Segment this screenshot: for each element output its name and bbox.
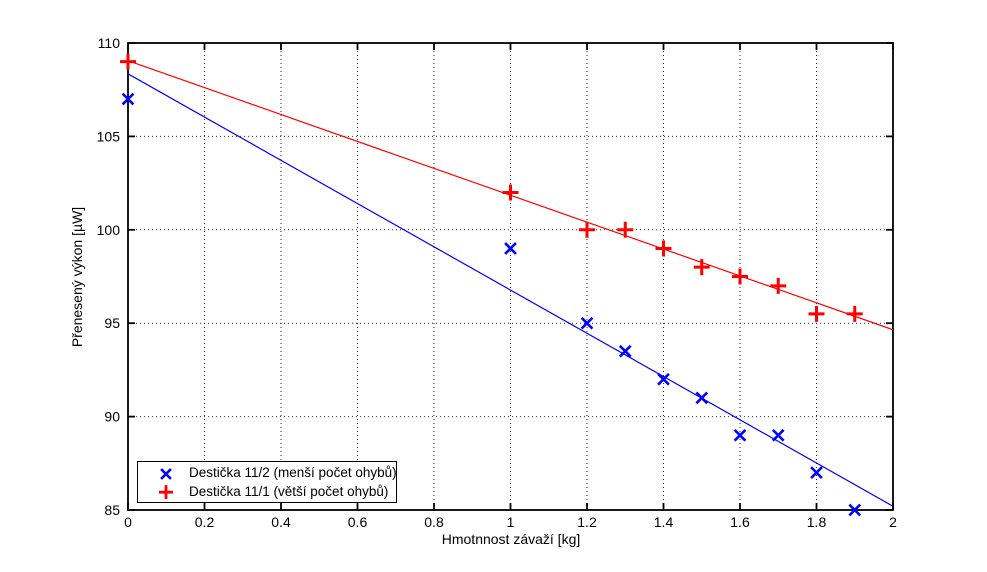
x-tick-label: 1.4: [654, 514, 674, 530]
x-marker-icon: [160, 467, 172, 480]
data-point-plus-marker: [502, 184, 519, 201]
legend: Destička 11/2 (menší počet ohybů) Destič…: [137, 461, 397, 503]
data-point-x-marker: [504, 242, 517, 255]
y-tick-label: 90: [104, 409, 120, 425]
x-tick-label: 0.2: [195, 514, 215, 530]
plus-marker-icon: [159, 484, 173, 499]
data-point-x-marker: [733, 428, 747, 442]
x-tick-label: 0.4: [271, 514, 291, 530]
fit-line-series-1: [127, 73, 894, 507]
data-point-x-marker: [618, 344, 632, 358]
x-tick-label: 1: [507, 514, 515, 530]
data-point-x-marker: [771, 428, 785, 442]
x-tick-label: 1.6: [730, 514, 750, 530]
data-point-plus-marker: [732, 268, 748, 285]
y-tick-label: 85: [104, 502, 120, 518]
x-tick-label: 0: [124, 514, 132, 530]
data-point-x-marker: [121, 92, 135, 106]
data-point-plus-marker: [655, 240, 672, 257]
y-tick-label: 100: [97, 222, 121, 238]
data-point-plus-marker: [617, 221, 634, 238]
legend-label-series-2: Destička 11/1 (větší počet ohybů): [189, 484, 389, 499]
y-axis-title: Přenesený výkon [µW]: [69, 206, 85, 348]
data-point-plus-marker: [808, 305, 825, 322]
data-point-plus-marker: [579, 221, 595, 238]
data-point-plus-marker: [120, 53, 136, 70]
data-point-plus-marker: [693, 259, 710, 276]
data-point-x-marker: [695, 391, 709, 405]
legend-item-series-2: Destička 11/1 (větší počet ohybů): [138, 483, 396, 500]
x-tick-label: 0.8: [424, 514, 444, 530]
data-point-plus-marker: [770, 277, 787, 294]
legend-label-series-1: Destička 11/2 (menší počet ohybů): [189, 465, 397, 480]
data-point-x-marker: [657, 372, 670, 386]
data-point-x-marker: [848, 503, 862, 517]
y-tick-label: 95: [104, 315, 120, 331]
legend-item-series-1: Destička 11/2 (menší počet ohybů): [138, 464, 397, 481]
data-point-x-marker: [810, 466, 823, 479]
x-tick-label: 2: [889, 514, 897, 530]
x-axis-title: Hmotnnost závaží [kg]: [441, 531, 581, 547]
data-point-x-marker: [580, 316, 594, 330]
y-tick-label: 110: [98, 35, 121, 51]
x-tick-label: 1.8: [807, 514, 827, 530]
x-tick-label: 0.6: [348, 514, 368, 530]
y-tick-label: 105: [97, 128, 121, 144]
x-tick-label: 1.2: [577, 514, 597, 530]
data-point-plus-marker: [846, 305, 863, 322]
